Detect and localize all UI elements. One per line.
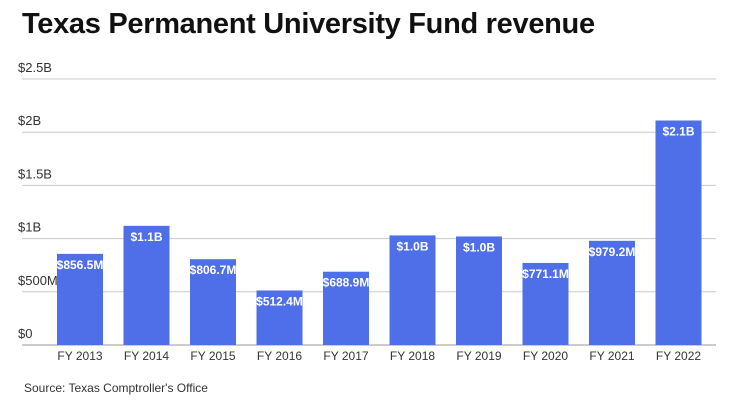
data-label: $1.1B: [130, 230, 162, 244]
y-tick-label: $2B: [18, 113, 41, 128]
x-tick-label: FY 2020: [523, 349, 568, 363]
y-tick-label: $1.5B: [18, 166, 52, 181]
bar: [123, 225, 170, 345]
bar: [323, 271, 369, 345]
x-tick-label: FY 2014: [124, 349, 169, 363]
bar: [655, 120, 702, 345]
y-tick-label: $2.5B: [18, 60, 52, 75]
bar: [256, 290, 303, 345]
data-label: $1.0B: [463, 240, 495, 254]
data-label: $771.1M: [522, 267, 569, 281]
chart-source: Source: Texas Comptroller's Office: [24, 381, 208, 395]
bar: [589, 240, 635, 345]
x-tick-label: FY 2022: [656, 349, 701, 363]
data-label: $1.0B: [396, 239, 428, 253]
y-tick-label: $500M: [18, 273, 58, 288]
bar: [57, 253, 103, 345]
data-label: $806.7M: [190, 263, 237, 277]
y-tick-label: $0: [18, 326, 32, 341]
bar: [522, 262, 569, 345]
x-tick-label: FY 2017: [323, 349, 368, 363]
data-label: $512.4M: [256, 294, 303, 308]
bar: [456, 236, 502, 345]
y-tick-label: $1B: [18, 220, 41, 235]
x-tick-label: FY 2015: [190, 349, 235, 363]
bar: [389, 235, 436, 345]
data-label: $979.2M: [589, 245, 636, 259]
data-label: $2.1B: [662, 124, 694, 138]
data-label: $688.9M: [323, 276, 370, 290]
x-tick-label: FY 2021: [589, 349, 634, 363]
x-tick-label: FY 2019: [456, 349, 501, 363]
x-tick-label: FY 2016: [257, 349, 302, 363]
data-label: $856.5M: [57, 258, 104, 272]
x-tick-label: FY 2018: [390, 349, 435, 363]
x-tick-label: FY 2013: [57, 349, 102, 363]
bar: [190, 259, 236, 345]
chart-title: Texas Permanent University Fund revenue: [22, 8, 595, 40]
